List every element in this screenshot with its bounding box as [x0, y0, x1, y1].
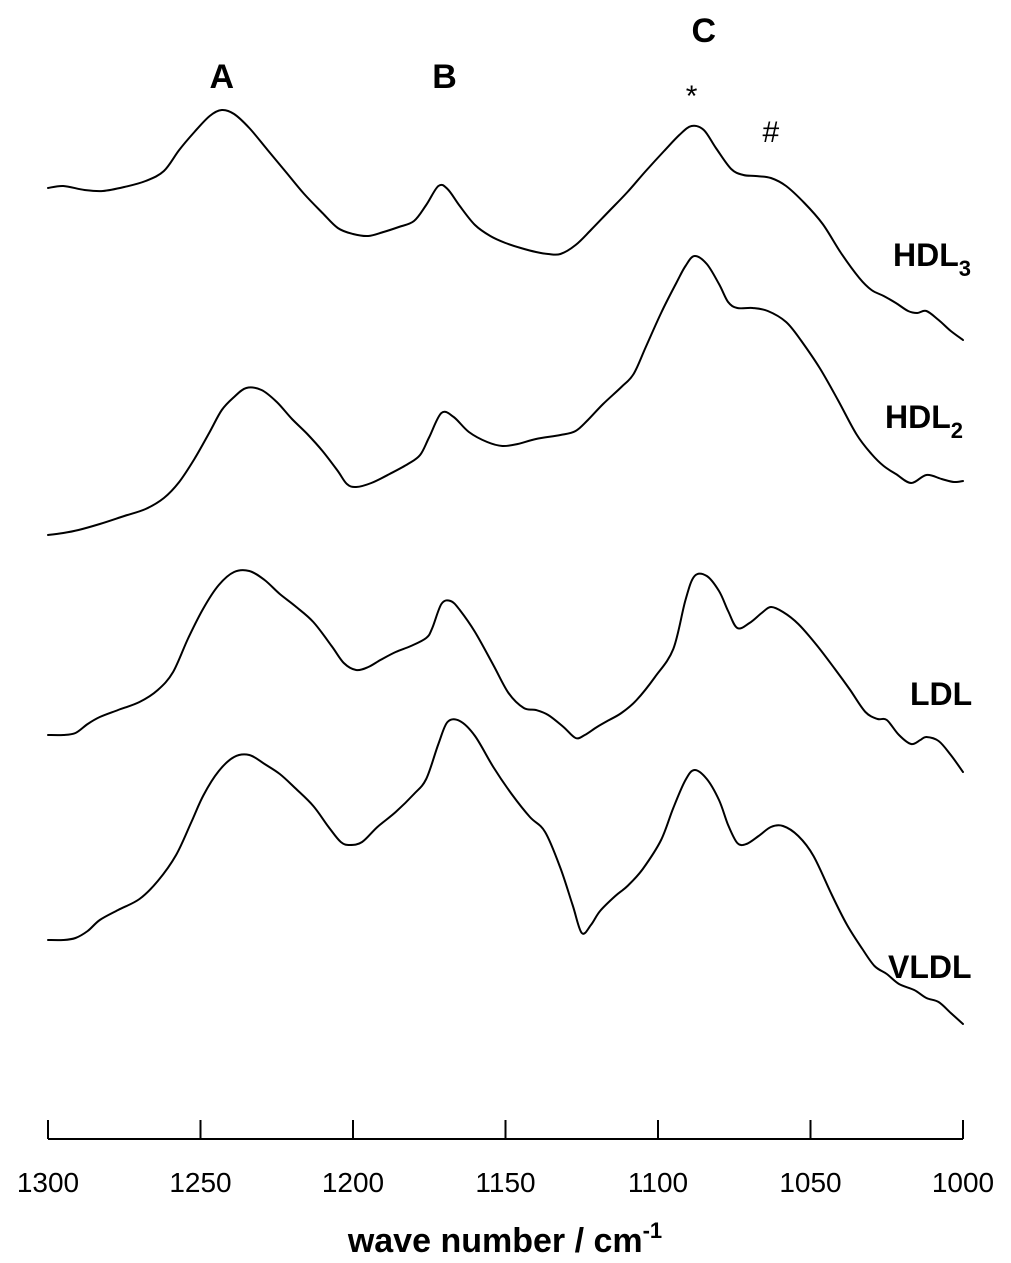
x-axis-ticks: 1300 1250 1200 1150 1100 1050 1000	[17, 1120, 994, 1198]
series-line-hdl2	[47, 255, 964, 536]
x-tick-label-1200: 1200	[322, 1167, 384, 1198]
series-label-vldl: VLDL	[888, 949, 972, 985]
x-axis-title-main: wave number / cm	[347, 1222, 643, 1260]
x-axis: 1300 1250 1200 1150 1100 1050 1000	[17, 1120, 994, 1198]
band-label-a: A	[210, 58, 235, 96]
series-line-ldl	[47, 569, 964, 773]
x-tick-label-1000: 1000	[932, 1167, 994, 1198]
series-label-name: LDL	[910, 676, 972, 712]
x-tick-label-1150: 1150	[475, 1167, 535, 1198]
x-axis-title-superscript: -1	[643, 1218, 663, 1243]
x-tick-label-1250: 1250	[169, 1167, 231, 1198]
band-annotations: A B C * #	[210, 12, 780, 149]
hash-mark: #	[763, 116, 780, 149]
series-label-subscript: 3	[959, 256, 971, 281]
series-label-name: HDL	[885, 399, 951, 435]
series-label-name: VLDL	[888, 949, 972, 985]
band-label-c: C	[692, 12, 717, 50]
series-label-ldl: LDL	[910, 676, 972, 712]
series-label-hdl2: HDL2	[885, 399, 963, 443]
band-label-b: B	[432, 58, 457, 96]
x-axis-title: wave number / cm-1	[347, 1218, 662, 1260]
series-line-vldl	[47, 718, 964, 1025]
series-label-name: HDL	[893, 237, 959, 273]
x-tick-label-1050: 1050	[779, 1167, 841, 1198]
series-label-hdl3: HDL3	[893, 237, 971, 281]
series-label-subscript: 2	[951, 418, 963, 443]
spectra-curves	[47, 108, 964, 1025]
x-tick-label-1300: 1300	[17, 1167, 79, 1198]
x-tick-label-1100: 1100	[628, 1167, 688, 1198]
series-line-hdl3	[47, 108, 964, 341]
asterisk-mark: *	[686, 80, 698, 113]
